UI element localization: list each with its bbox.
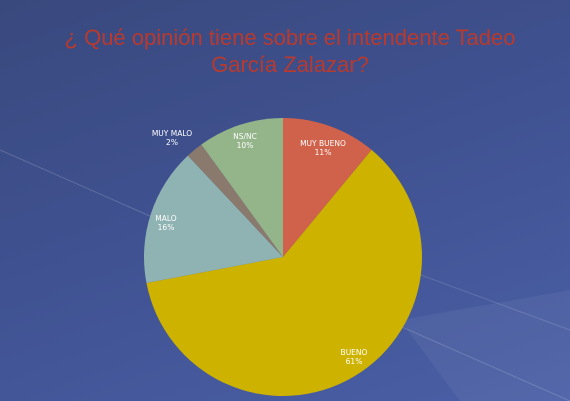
slice-label: MUY BUENO bbox=[300, 139, 346, 148]
pie-slices bbox=[143, 118, 422, 396]
pie-slice-bueno bbox=[146, 149, 422, 396]
slice-percent-label: 11% bbox=[315, 148, 332, 157]
slice-percent-label: 10% bbox=[237, 141, 254, 150]
slice-percent-label: 2% bbox=[166, 138, 178, 147]
slice-percent-label: 61% bbox=[346, 357, 363, 366]
slice-label: MALO bbox=[155, 214, 177, 223]
slice-percent-label: 16% bbox=[158, 223, 175, 232]
slice-label: NS/NC bbox=[233, 132, 257, 141]
slice-label: MUY MALO bbox=[152, 129, 192, 138]
pie-slice-malo bbox=[143, 155, 283, 284]
slice-label: BUENO bbox=[341, 348, 368, 357]
chart-title: ¿ Qué opinión tiene sobre el intendente … bbox=[64, 25, 516, 77]
pie-slice-muy-malo bbox=[187, 144, 283, 257]
pie-slice-ns-nc bbox=[201, 118, 283, 257]
pie-slice-muy-bueno bbox=[283, 118, 372, 257]
